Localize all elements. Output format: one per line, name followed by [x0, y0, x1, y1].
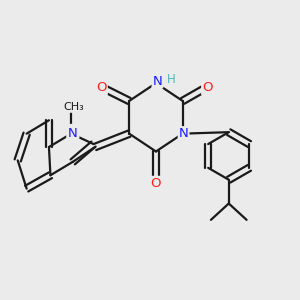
- Text: O: O: [96, 81, 107, 94]
- Text: N: N: [179, 127, 188, 140]
- Text: N: N: [67, 127, 77, 140]
- Text: N: N: [153, 74, 162, 88]
- Text: H: H: [167, 73, 176, 86]
- Text: O: O: [202, 81, 213, 94]
- Text: H: H: [70, 125, 79, 138]
- Text: O: O: [151, 177, 161, 190]
- Text: CH₃: CH₃: [63, 102, 84, 112]
